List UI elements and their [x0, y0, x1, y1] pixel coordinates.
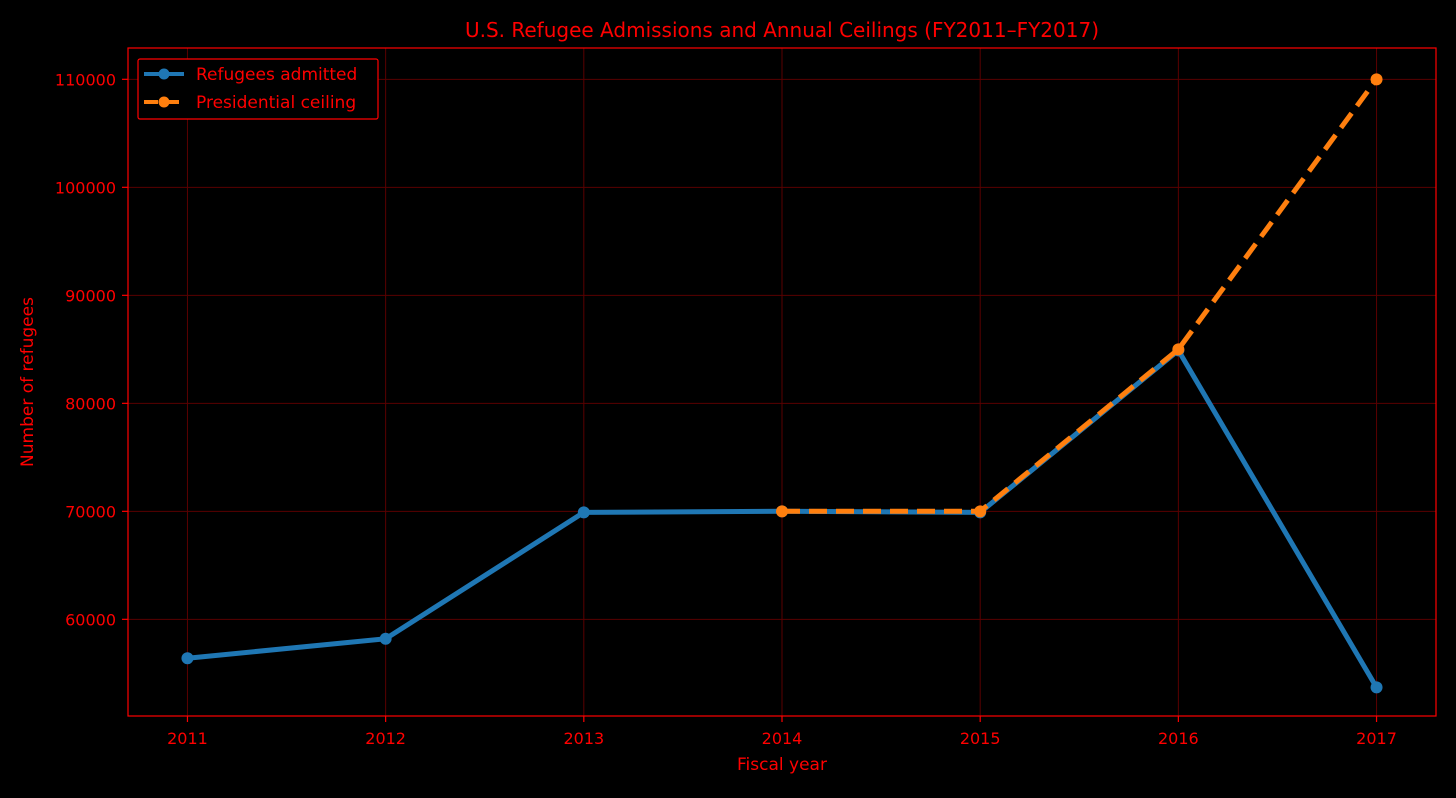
x-tick-label: 2013: [563, 729, 604, 748]
x-tick-label: 2017: [1356, 729, 1397, 748]
y-tick-label: 80000: [65, 394, 116, 413]
legend: Refugees admitted Presidential ceiling: [137, 58, 379, 120]
legend-marker-ceiling: [158, 96, 170, 108]
y-tick-label: 90000: [65, 286, 116, 305]
y-tick-label: 110000: [55, 70, 116, 89]
data-point-admitted: [181, 652, 194, 665]
axis-ticks: 2011 2012 2013 2014 2015 2016 2017 60000 70000 80…: [55, 70, 1397, 748]
series-line-ceiling: [782, 77, 1379, 514]
x-tick-label: 2011: [167, 729, 208, 748]
legend-label-admitted: Refugees admitted: [196, 65, 357, 85]
data-point-admitted: [379, 632, 392, 645]
x-tick-label: 2015: [960, 729, 1001, 748]
y-tick-label: 70000: [65, 502, 116, 521]
legend-marker-admitted: [158, 68, 170, 80]
chart-title: U.S. Refugee Admissions and Annual Ceili…: [465, 18, 1099, 42]
legend-box: [137, 58, 379, 120]
data-point-admitted: [1370, 681, 1383, 694]
x-tick-label: 2014: [762, 729, 803, 748]
y-tick-label: 60000: [65, 610, 116, 629]
x-tick-label: 2012: [365, 729, 406, 748]
y-axis-label: Number of refugees: [18, 297, 38, 467]
series-layer: [181, 73, 1383, 694]
data-point-ceiling: [1172, 343, 1185, 356]
y-tick-label: 100000: [55, 178, 116, 197]
x-tick-label: 2016: [1158, 729, 1199, 748]
data-point-ceiling: [974, 505, 987, 518]
data-point-ceiling: [776, 505, 788, 518]
data-point-admitted: [577, 506, 590, 519]
data-point-ceiling: [1370, 73, 1383, 86]
legend-label-ceiling: Presidential ceiling: [196, 93, 356, 113]
x-axis-label: Fiscal year: [737, 755, 827, 775]
